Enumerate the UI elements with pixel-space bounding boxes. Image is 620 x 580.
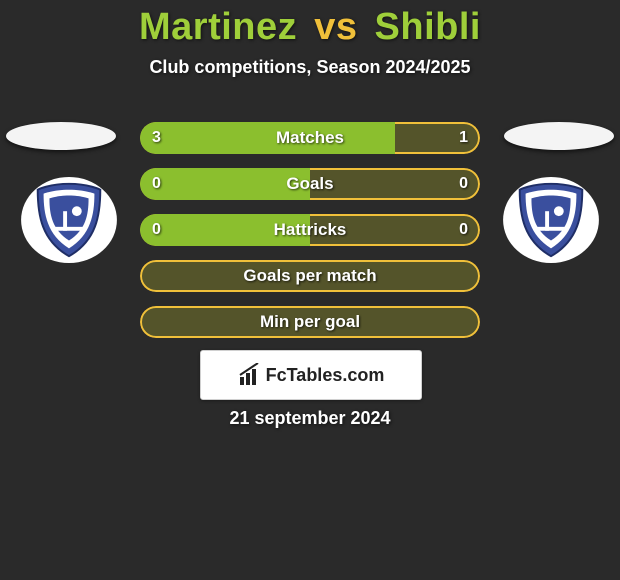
stat-bars: Matches31Goals00Hattricks00Goals per mat… <box>140 122 480 352</box>
stat-bar-label: Min per goal <box>140 306 480 338</box>
date-label: 21 september 2024 <box>0 408 620 429</box>
stat-bar-right-value: 0 <box>459 168 468 200</box>
branding-label: FcTables.com <box>266 365 385 386</box>
stat-bar-label: Matches <box>140 122 480 154</box>
player2-club-shield-icon <box>502 176 600 264</box>
stat-bar-left-value: 3 <box>152 122 161 154</box>
player2-name: Shibli <box>375 6 481 48</box>
bars-chart-icon <box>238 363 262 387</box>
subtitle: Club competitions, Season 2024/2025 <box>0 57 620 78</box>
stat-bar: Min per goal <box>140 306 480 338</box>
stat-bar-left-value: 0 <box>152 168 161 200</box>
player1-club-shield-icon <box>20 176 118 264</box>
stat-bar: Goals per match <box>140 260 480 292</box>
stat-bar: Goals0 0 <box>140 168 480 200</box>
stat-bar-right-value: 1 <box>459 122 468 154</box>
stat-bar: Matches3 1 <box>140 122 480 154</box>
player1-badge-oval <box>6 122 116 150</box>
stat-bar-right-value: 0 <box>459 214 468 246</box>
stat-bar-label: Hattricks <box>140 214 480 246</box>
stat-bar-label: Goals per match <box>140 260 480 292</box>
player2-badge-oval <box>504 122 614 150</box>
stat-bar: Hattricks0 0 <box>140 214 480 246</box>
page-title: Martinez vs Shibli <box>0 0 620 49</box>
vs-text: vs <box>314 6 357 48</box>
player1-name: Martinez <box>139 6 297 48</box>
stat-bar-left-value: 0 <box>152 214 161 246</box>
stat-bar-label: Goals <box>140 168 480 200</box>
branding-badge: FcTables.com <box>200 350 422 400</box>
